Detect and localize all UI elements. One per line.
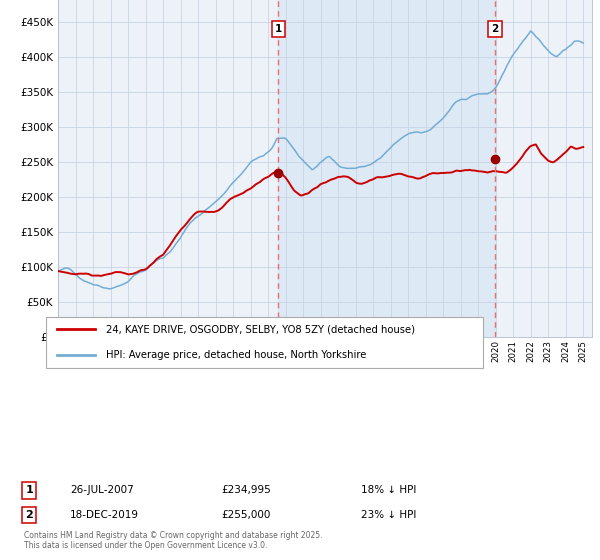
Text: 1: 1 [26,486,34,496]
Text: HPI: Average price, detached house, North Yorkshire: HPI: Average price, detached house, Nort… [106,350,367,360]
Text: 1: 1 [274,24,282,34]
Text: £255,000: £255,000 [221,510,271,520]
Text: 24, KAYE DRIVE, OSGODBY, SELBY, YO8 5ZY (detached house): 24, KAYE DRIVE, OSGODBY, SELBY, YO8 5ZY … [106,324,415,334]
Text: 18-DEC-2019: 18-DEC-2019 [70,510,139,520]
FancyBboxPatch shape [46,317,483,368]
Text: 23% ↓ HPI: 23% ↓ HPI [361,510,416,520]
Text: £234,995: £234,995 [221,486,271,496]
Bar [278,0,495,337]
Text: 26-JUL-2007: 26-JUL-2007 [70,486,134,496]
Text: Contains HM Land Registry data © Crown copyright and database right 2025.
This d: Contains HM Land Registry data © Crown c… [23,531,322,550]
Text: Price paid vs. HM Land Registry's House Price Index (HPI): Price paid vs. HM Land Registry's House … [140,26,460,36]
Text: 2: 2 [26,510,34,520]
Text: 24, KAYE DRIVE, OSGODBY, SELBY, YO8 5ZY: 24, KAYE DRIVE, OSGODBY, SELBY, YO8 5ZY [131,9,469,23]
Text: 2: 2 [491,24,499,34]
Text: 18% ↓ HPI: 18% ↓ HPI [361,486,416,496]
